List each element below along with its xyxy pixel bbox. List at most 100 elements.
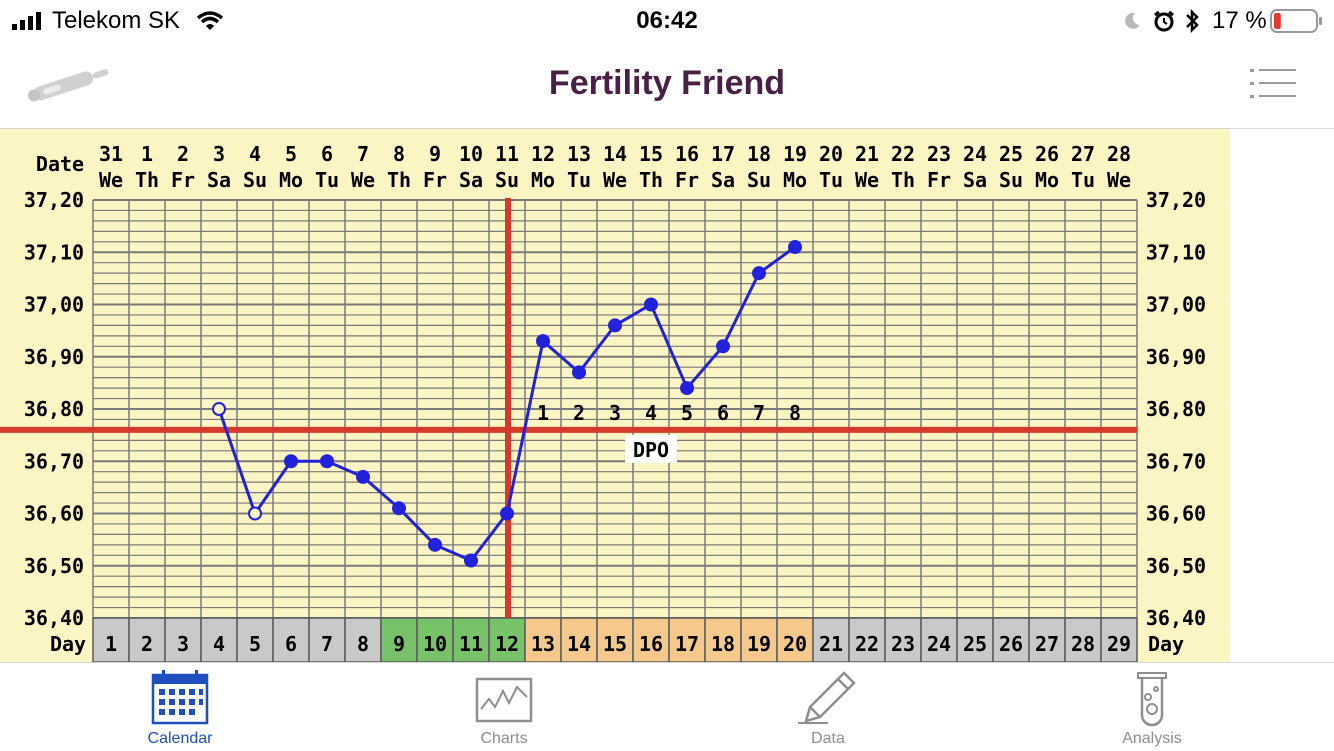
battery-percent: 17 % bbox=[1212, 7, 1267, 34]
carrier-name: Telekom SK bbox=[52, 7, 181, 34]
y-tick-label-left: 36,90 bbox=[24, 345, 84, 369]
date-label: 20 bbox=[819, 142, 843, 166]
bbt-chart-svg: Date 31We1Th2Fr3Sa4Su5Mo6Tu7We8Th9Fr10Sa1… bbox=[0, 142, 1206, 663]
day-cell-label: 8 bbox=[357, 632, 369, 656]
dpo-number: 1 bbox=[537, 401, 549, 425]
menu-list-icon[interactable] bbox=[1250, 68, 1298, 100]
y-tick-label-left: 36,60 bbox=[24, 502, 84, 526]
y-tick-label-right: 37,10 bbox=[1146, 240, 1206, 264]
weekday-label: Su bbox=[747, 168, 771, 192]
weekday-label: We bbox=[855, 168, 879, 192]
status-bar: Telekom SK 06:42 17 % bbox=[0, 0, 1334, 40]
day-cell bbox=[1064, 617, 1102, 663]
day-cell-label: 11 bbox=[459, 632, 483, 656]
date-axis-label: Date bbox=[36, 152, 84, 176]
day-cell-label: 1 bbox=[105, 632, 117, 656]
y-tick-label-left: 36,50 bbox=[24, 554, 84, 578]
date-label: 14 bbox=[603, 142, 627, 166]
date-label: 11 bbox=[495, 142, 519, 166]
weekday-label: Sa bbox=[459, 168, 483, 192]
dpo-number: 8 bbox=[789, 401, 801, 425]
date-label: 7 bbox=[357, 142, 369, 166]
weekday-label: We bbox=[351, 168, 375, 192]
weekday-label: Sa bbox=[711, 168, 735, 192]
weekday-label: Fr bbox=[171, 168, 195, 192]
weekday-label: Su bbox=[495, 168, 519, 192]
y-tick-label-right: 37,20 bbox=[1146, 188, 1206, 212]
status-time: 06:42 bbox=[636, 7, 698, 34]
day-cell-label: 25 bbox=[963, 632, 987, 656]
day-cell bbox=[452, 617, 490, 663]
day-cell bbox=[992, 617, 1030, 663]
test-tube-icon bbox=[1137, 672, 1167, 727]
day-cell bbox=[704, 617, 742, 663]
date-label: 19 bbox=[783, 142, 807, 166]
tab-bar: Calendar Charts Data Analysis bbox=[0, 662, 1334, 751]
dpo-label-bg bbox=[625, 434, 677, 463]
temperature-point bbox=[572, 365, 586, 380]
tab-analysis[interactable]: Analysis bbox=[1052, 663, 1252, 751]
date-label: 13 bbox=[567, 142, 591, 166]
day-cell-label: 26 bbox=[999, 632, 1023, 656]
day-cell-label: 27 bbox=[1035, 632, 1059, 656]
date-label: 31 bbox=[99, 142, 123, 166]
day-cell bbox=[812, 617, 850, 663]
y-tick-label-left: 36,40 bbox=[24, 606, 84, 630]
date-label: 22 bbox=[891, 142, 915, 166]
tab-charts[interactable]: Charts bbox=[404, 663, 604, 751]
date-label: 27 bbox=[1071, 142, 1095, 166]
day-cell-label: 12 bbox=[495, 632, 519, 656]
date-label: 21 bbox=[855, 142, 879, 166]
day-cell-label: 24 bbox=[927, 632, 951, 656]
temperature-point bbox=[608, 318, 622, 333]
day-cell-label: 7 bbox=[321, 632, 333, 656]
weekday-label: Sa bbox=[207, 168, 231, 192]
battery-icon bbox=[1270, 9, 1322, 33]
moon-icon bbox=[1125, 12, 1140, 29]
date-label: 2 bbox=[177, 142, 189, 166]
weekday-label: We bbox=[603, 168, 627, 192]
tab-calendar[interactable]: Calendar bbox=[80, 663, 280, 751]
thermometer-icon[interactable] bbox=[18, 64, 114, 104]
temperature-point bbox=[464, 553, 478, 568]
date-label: 17 bbox=[711, 142, 735, 166]
dpo-number: 6 bbox=[717, 401, 729, 425]
date-label: 18 bbox=[747, 142, 771, 166]
day-cell-label: 20 bbox=[783, 632, 807, 656]
day-cell bbox=[128, 617, 166, 663]
weekday-label: Fr bbox=[675, 168, 699, 192]
temperature-point bbox=[680, 381, 694, 396]
weekday-label: Th bbox=[891, 168, 915, 192]
day-cell-label: 13 bbox=[531, 632, 555, 656]
day-cell-label: 23 bbox=[891, 632, 915, 656]
tab-label: Analysis bbox=[1122, 730, 1182, 747]
weekday-label: Fr bbox=[423, 168, 447, 192]
temperature-point bbox=[320, 454, 334, 469]
weekday-label: Su bbox=[999, 168, 1023, 192]
day-cell-label: 10 bbox=[423, 632, 447, 656]
day-cell-label: 9 bbox=[393, 632, 405, 656]
dpo-number: 2 bbox=[573, 401, 585, 425]
temperature-point bbox=[716, 339, 730, 354]
temperature-point bbox=[392, 501, 406, 516]
day-cell-label: 4 bbox=[213, 632, 225, 656]
date-label: 28 bbox=[1107, 142, 1131, 166]
y-tick-label-left: 37,10 bbox=[24, 240, 84, 264]
date-label: 25 bbox=[999, 142, 1023, 166]
y-tick-label-right: 36,50 bbox=[1146, 554, 1206, 578]
date-label: 9 bbox=[429, 142, 441, 166]
signal-icon bbox=[12, 12, 41, 30]
day-cell-label: 19 bbox=[747, 632, 771, 656]
tab-label: Data bbox=[811, 730, 845, 747]
y-tick-label-left: 36,70 bbox=[24, 449, 84, 473]
date-label: 15 bbox=[639, 142, 663, 166]
date-label: 16 bbox=[675, 142, 699, 166]
tab-data[interactable]: Data bbox=[728, 663, 928, 751]
alarm-icon bbox=[1154, 10, 1174, 32]
y-tick-label-right: 36,60 bbox=[1146, 502, 1206, 526]
y-tick-label-left: 37,20 bbox=[24, 188, 84, 212]
wifi-icon bbox=[196, 11, 224, 30]
temperature-point bbox=[428, 537, 442, 552]
calendar-icon bbox=[151, 670, 209, 725]
day-cell-label: 16 bbox=[639, 632, 663, 656]
